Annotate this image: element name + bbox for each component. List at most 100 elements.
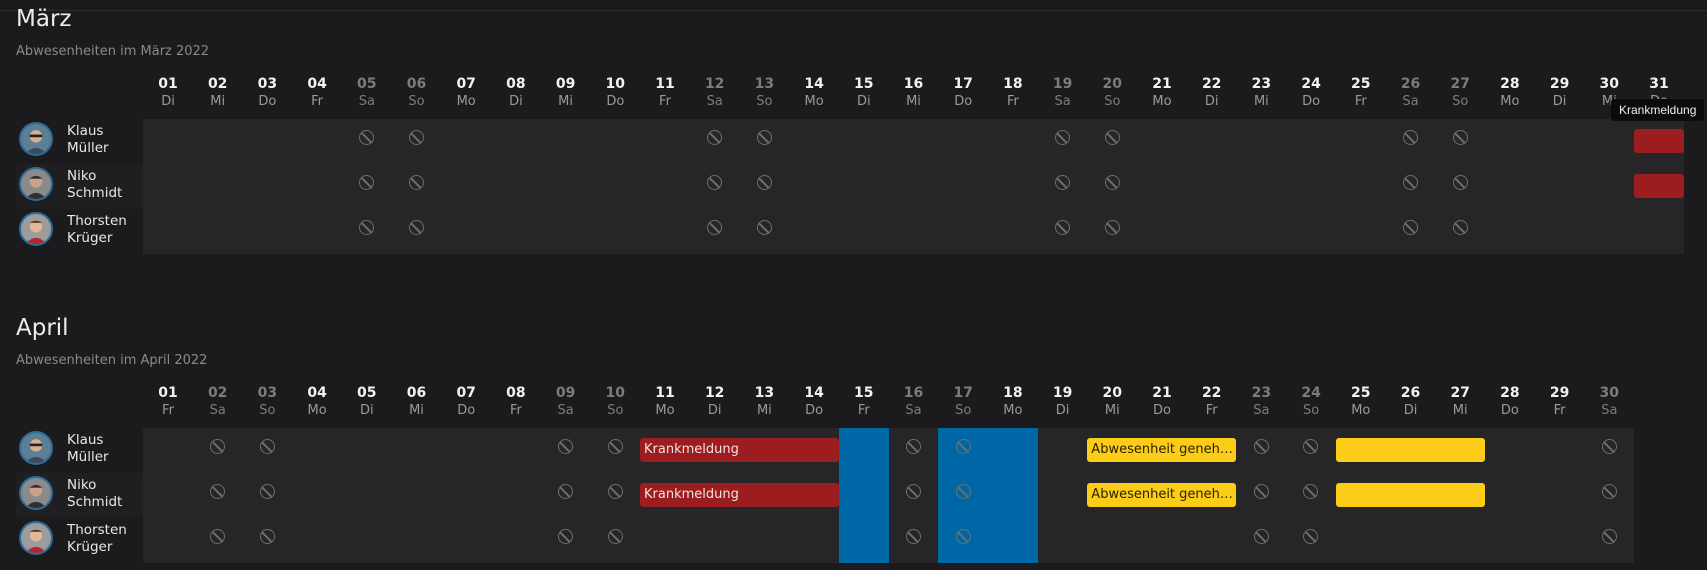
weekend-blocked-icon — [1054, 175, 1070, 190]
weekday-label: So — [1302, 403, 1320, 418]
weekend-blocked-icon — [1452, 175, 1468, 190]
holiday-column — [987, 428, 1038, 563]
day-header: 04 Mo — [292, 385, 342, 419]
day-header: 23 Sa — [1236, 385, 1286, 419]
day-number: 30 — [1599, 76, 1620, 92]
weekend-blocked-icon — [1402, 175, 1418, 190]
day-header: 27 Mi — [1435, 385, 1485, 419]
day-header: 25 Mo — [1336, 385, 1386, 419]
user-cell[interactable]: Niko Schmidt — [16, 164, 143, 209]
day-number: 25 — [1351, 385, 1371, 401]
weekday-label: So — [756, 94, 773, 109]
day-header: 26 Di — [1386, 385, 1436, 419]
weekday-label: So — [1452, 94, 1469, 109]
day-number: 18 — [1003, 385, 1023, 401]
day-number: 15 — [854, 385, 874, 401]
weekend-blocked-icon — [1303, 484, 1319, 499]
day-header: 24 So — [1286, 385, 1336, 419]
day-header: 20 Mi — [1087, 385, 1137, 419]
day-number: 22 — [1201, 76, 1222, 92]
day-number: 27 — [1450, 385, 1470, 401]
day-header: 17 Do — [938, 76, 988, 110]
day-number: 28 — [1500, 76, 1520, 92]
approved-absence-bar[interactable]: Abwesenheit geneh… — [1087, 483, 1237, 507]
user-cell[interactable]: Thorsten Krüger — [16, 518, 143, 563]
user-name: Klaus Müller — [67, 123, 109, 157]
day-number: 06 — [406, 76, 427, 92]
weekday-label: Fr — [162, 403, 174, 418]
user-cell[interactable]: Klaus Müller — [16, 428, 143, 473]
avatar-thorsten — [19, 521, 53, 555]
day-number: 17 — [953, 76, 973, 92]
user-last-name: Müller — [67, 449, 109, 465]
sick-leave-bar[interactable]: Krankmeldung — [640, 483, 839, 507]
day-number: 29 — [1549, 385, 1570, 401]
month-subtitle: Abwesenheiten im März 2022 — [16, 44, 210, 59]
sick-leave-bar[interactable] — [1634, 129, 1684, 153]
month-title: März — [16, 6, 72, 32]
weekend-blocked-icon — [359, 220, 375, 235]
weekday-label: Sa — [905, 403, 922, 418]
user-cell[interactable]: Klaus Müller — [16, 119, 143, 164]
weekday-label: Fr — [1205, 403, 1218, 418]
weekend-blocked-icon — [210, 439, 226, 454]
weekday-label: Di — [1055, 403, 1070, 418]
weekday-label: Do — [606, 94, 625, 109]
day-header: 20 So — [1087, 76, 1137, 110]
day-number: 26 — [1400, 385, 1421, 401]
weekday-label: So — [607, 403, 624, 418]
weekday-label: Mi — [1104, 403, 1120, 418]
weekend-blocked-icon — [359, 130, 375, 145]
user-first-name: Niko — [67, 477, 97, 493]
approved-absence-bar[interactable] — [1335, 483, 1485, 507]
day-header: 09 Sa — [541, 385, 591, 419]
day-header: 29 Di — [1535, 76, 1585, 110]
day-number: 03 — [257, 76, 278, 92]
day-number: 09 — [555, 385, 576, 401]
day-number: 05 — [357, 76, 377, 92]
weekday-label: Sa — [1253, 403, 1270, 418]
day-header: 01 Di — [143, 76, 193, 110]
weekday-label: Sa — [358, 94, 375, 109]
day-header: 30 Sa — [1584, 385, 1634, 419]
weekday-label: Di — [1204, 94, 1219, 109]
weekday-label: Mo — [307, 403, 327, 418]
user-first-name: Klaus — [67, 123, 104, 139]
weekday-label: Fr — [857, 403, 870, 418]
weekday-label: Di — [1403, 403, 1418, 418]
weekend-blocked-icon — [707, 220, 723, 235]
holiday-column — [838, 428, 889, 563]
day-header: 06 Mi — [392, 385, 442, 419]
day-number: 31 — [1649, 76, 1669, 92]
day-number: 03 — [257, 385, 278, 401]
weekday-label: Di — [161, 94, 175, 109]
weekend-blocked-icon — [955, 529, 971, 544]
day-number: 05 — [357, 385, 377, 401]
user-cell[interactable]: Niko Schmidt — [16, 473, 143, 518]
day-header: 10 Do — [590, 76, 640, 110]
approved-absence-bar[interactable] — [1335, 438, 1485, 462]
sick-leave-bar[interactable]: Krankmeldung — [640, 438, 839, 462]
weekend-blocked-icon — [408, 220, 424, 235]
day-header: 10 So — [590, 385, 640, 419]
day-number: 13 — [754, 76, 775, 92]
day-number: 10 — [605, 76, 626, 92]
day-number: 23 — [1251, 76, 1272, 92]
weekday-label: Do — [805, 403, 824, 418]
approved-absence-bar[interactable]: Abwesenheit geneh… — [1087, 438, 1237, 462]
user-first-name: Klaus — [67, 432, 104, 448]
weekend-blocked-icon — [756, 175, 772, 190]
user-cell[interactable]: Thorsten Krüger — [16, 209, 143, 254]
day-header: 04 Fr — [292, 76, 342, 110]
user-first-name: Thorsten — [67, 213, 127, 229]
day-number: 13 — [754, 385, 775, 401]
sick-leave-bar[interactable] — [1634, 174, 1684, 198]
weekend-blocked-icon — [1253, 529, 1269, 544]
day-number: 04 — [307, 76, 327, 92]
weekend-blocked-icon — [1054, 130, 1070, 145]
top-divider — [0, 10, 1707, 11]
weekday-label: So — [408, 94, 425, 109]
weekend-blocked-icon — [1303, 439, 1319, 454]
day-number: 22 — [1201, 385, 1222, 401]
weekday-label: Fr — [1354, 94, 1367, 109]
